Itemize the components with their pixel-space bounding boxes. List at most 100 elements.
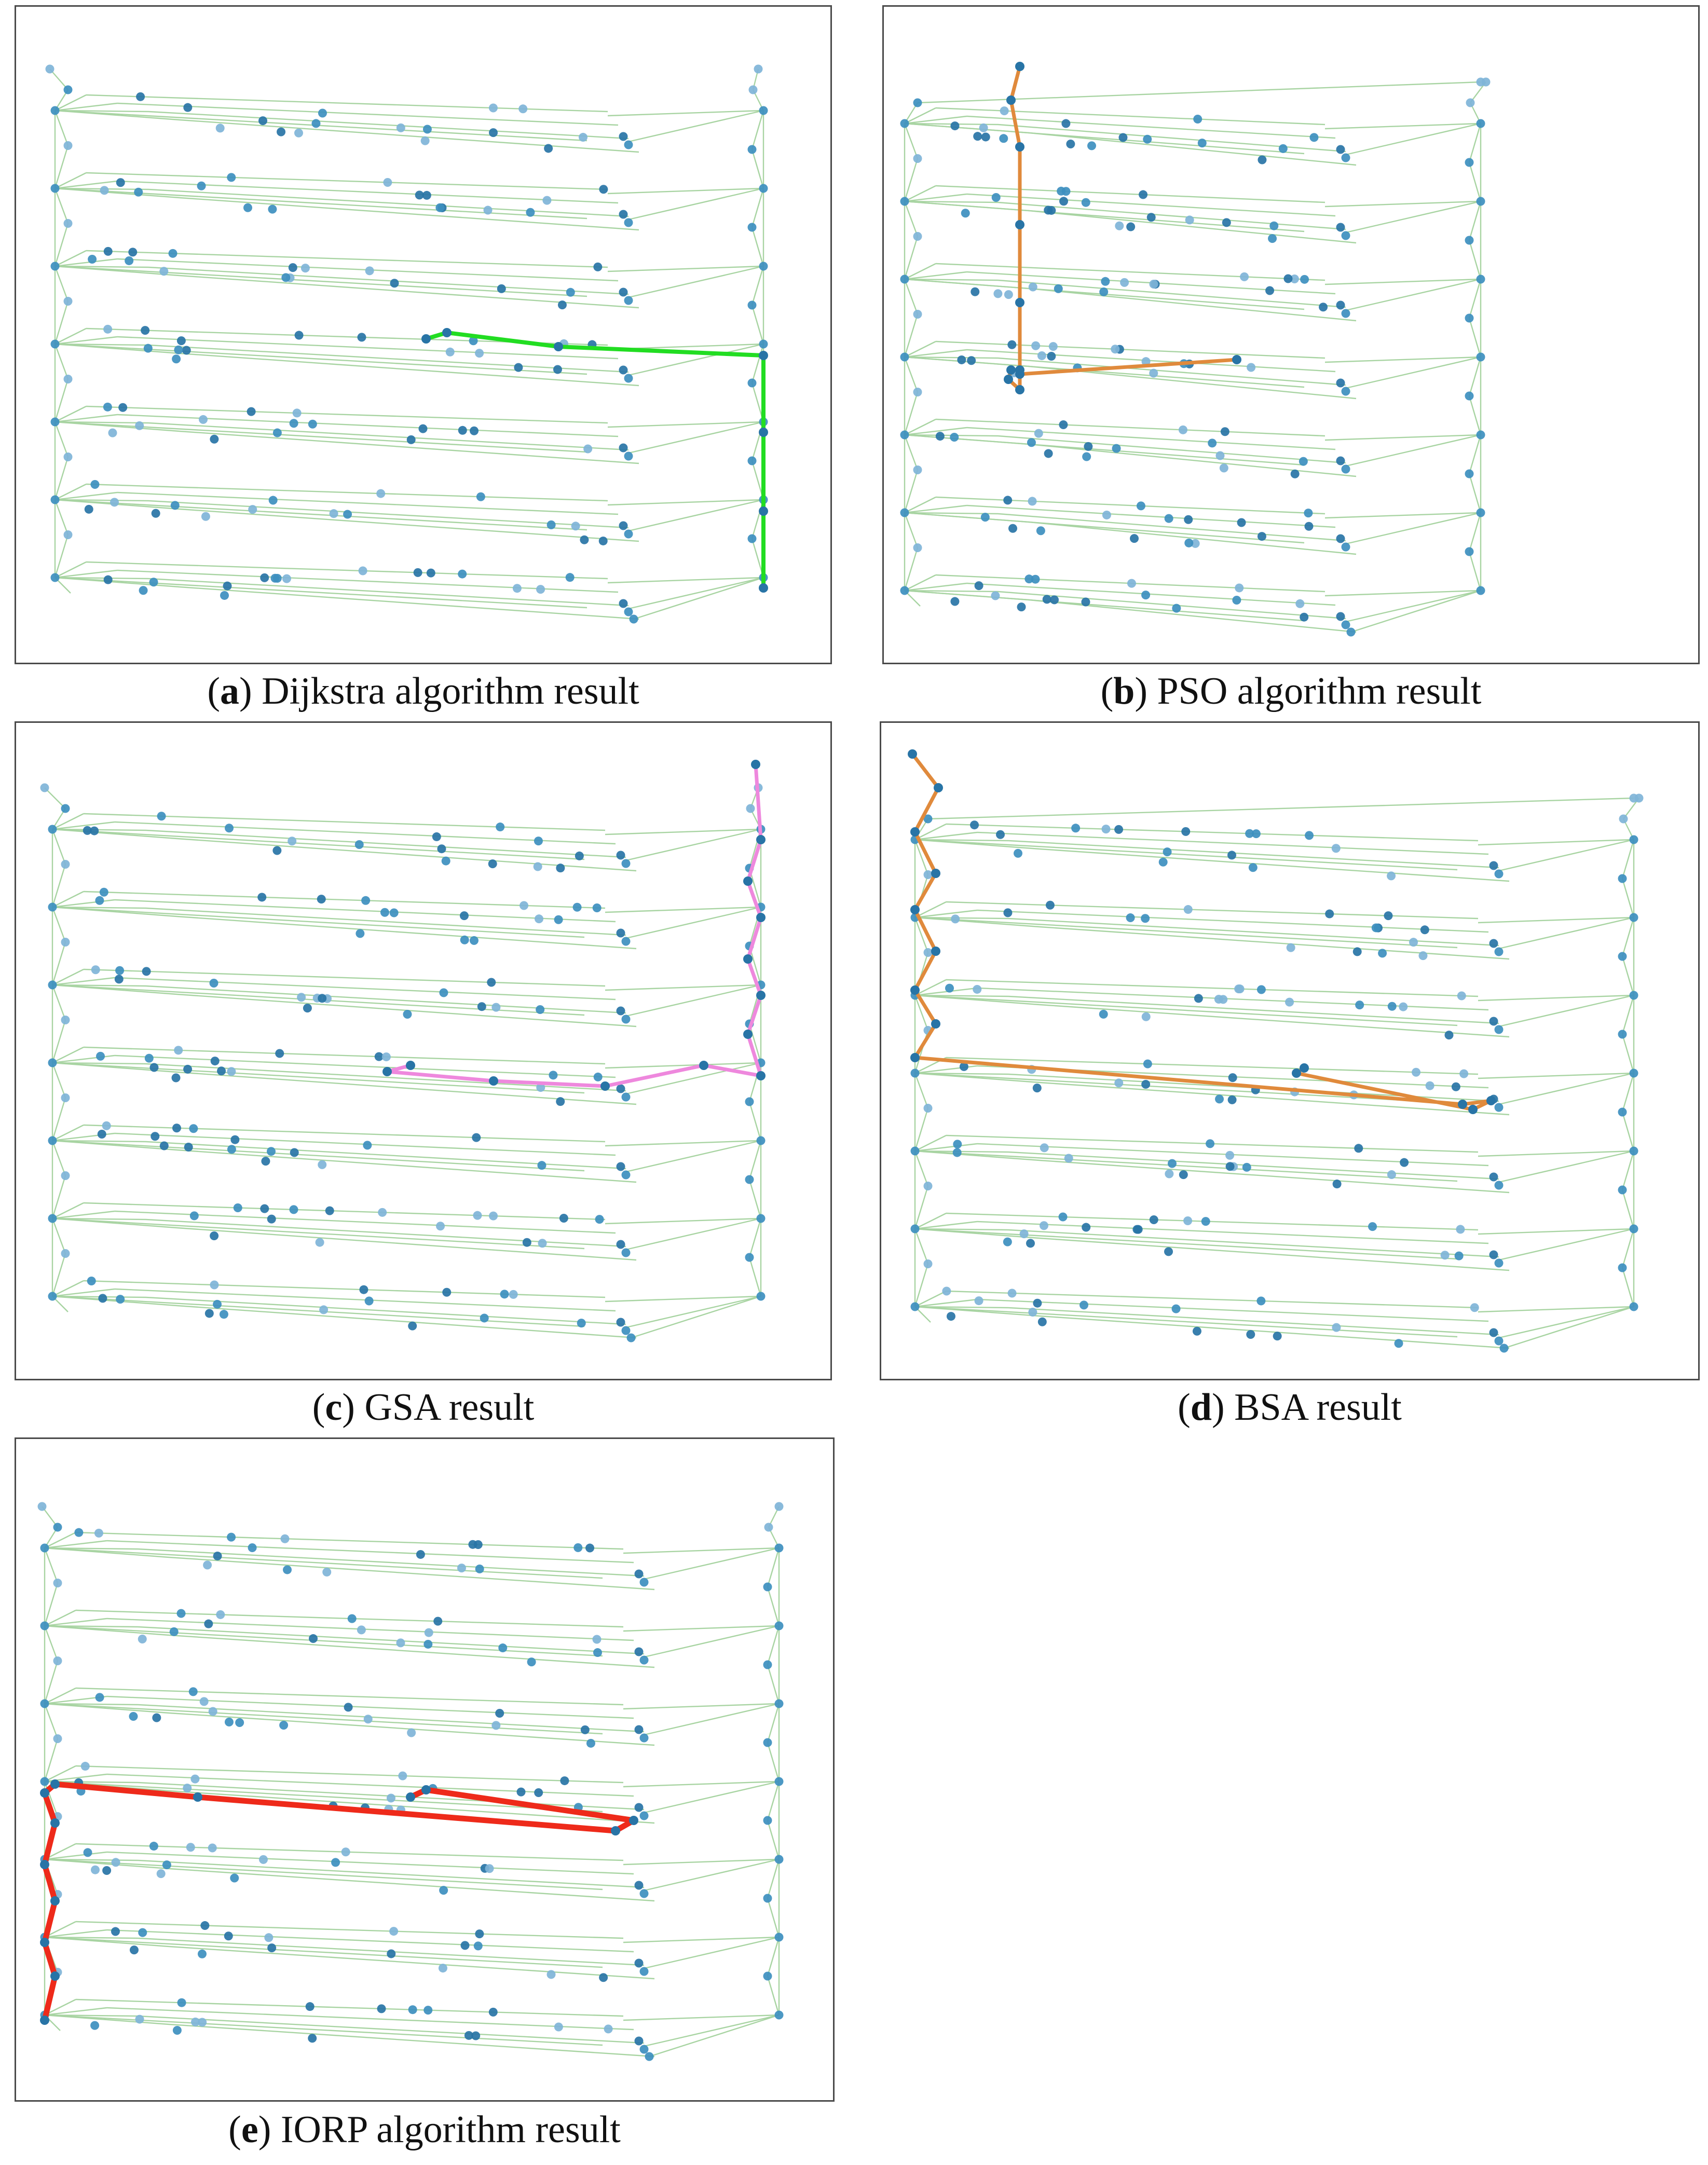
edge [1345,590,1481,623]
node [535,914,544,924]
edge [904,200,1305,232]
edge [52,906,585,938]
node [923,870,933,879]
node [1387,1002,1397,1011]
node [910,1302,920,1311]
edge [904,504,967,514]
edge [998,513,1346,542]
node [1304,522,1314,531]
edge [52,984,146,987]
node [974,581,983,591]
node [1299,457,1308,466]
node [616,1240,625,1249]
node [290,1148,299,1157]
node [1332,1323,1341,1332]
node [149,578,158,587]
node [616,1006,625,1016]
edge [1468,395,1482,435]
node [1040,1143,1049,1153]
panel-b [882,5,1700,664]
node [100,186,109,195]
node [217,1066,226,1076]
node [376,489,386,498]
node [40,1621,49,1630]
path-node [1232,355,1241,364]
node [763,1894,772,1903]
node [1456,1225,1465,1234]
node [1332,1180,1342,1189]
edge [605,1062,761,1069]
edge [914,909,978,919]
panel-c [15,721,832,1380]
edge [1324,434,1481,441]
edge [169,1556,655,1591]
node [183,1064,193,1074]
edge [1498,916,1634,950]
node [619,210,628,219]
node [216,1610,225,1619]
edge [904,340,936,358]
edge [1029,365,1357,400]
node [572,902,582,912]
edge [767,1664,780,1704]
edge [748,1257,762,1297]
node [219,1310,228,1319]
node [142,967,151,976]
edge [44,1936,139,1939]
node [116,178,125,187]
node [1283,274,1293,283]
node [439,1886,448,1895]
node [1331,844,1341,853]
edge [904,590,999,593]
edge [914,1186,929,1229]
node [1341,464,1350,474]
edge [54,379,69,422]
edge [52,977,115,986]
node [363,1715,373,1724]
node [261,1157,270,1166]
edge [914,839,929,875]
node [624,529,633,539]
node [63,375,73,383]
edge [51,942,66,985]
node [268,204,277,214]
node [1044,205,1053,215]
edge [1498,1306,1634,1339]
node [95,896,104,905]
node [598,536,608,545]
edge [176,1227,637,1261]
node [1042,595,1051,604]
node [586,1738,595,1748]
node [1050,595,1059,605]
edge [748,1101,762,1141]
node [1118,133,1128,142]
edge [44,2007,107,2016]
edge [977,909,1489,933]
node [900,430,909,440]
node [61,1093,70,1102]
edge [1468,162,1482,202]
panel-d [880,721,1700,1380]
node [1304,509,1313,518]
node [593,262,603,271]
path-node [910,827,920,837]
node [424,1628,433,1637]
path-node [743,876,753,886]
node [1235,583,1244,593]
node [224,1931,233,1941]
node [227,1067,236,1076]
node [83,826,92,835]
node [61,1171,70,1180]
edge [54,188,69,224]
edge [904,107,936,125]
edge [751,266,764,306]
node [634,1958,644,1968]
edge [54,577,149,580]
node [48,902,57,912]
edge [44,1843,76,1860]
node [1290,469,1300,478]
edge [83,1046,606,1065]
node-layer [40,783,766,1342]
path-node [489,1076,498,1086]
node [1033,1298,1042,1308]
